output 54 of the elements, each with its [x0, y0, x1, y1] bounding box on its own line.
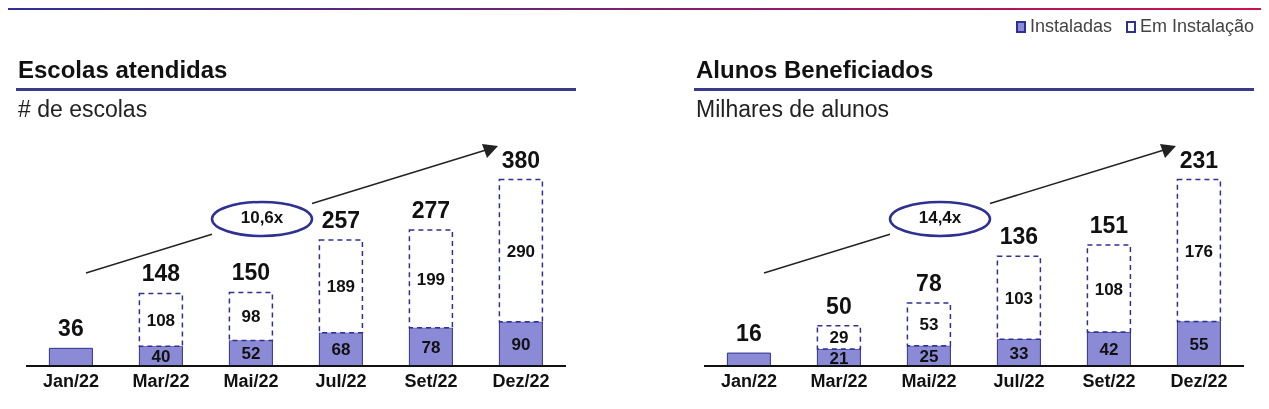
data-label: 98	[241, 307, 261, 327]
x-tick-label: Dez/22	[1170, 370, 1228, 391]
x-tick-label: Mai/22	[223, 370, 279, 391]
legend-label: Instaladas	[1029, 16, 1112, 37]
total-label: 257	[321, 206, 361, 233]
x-tick-label: Mai/22	[901, 370, 957, 391]
data-label: 21	[829, 348, 849, 368]
data-label: 68	[331, 340, 351, 360]
total-label: 231	[1179, 146, 1219, 173]
data-label: 103	[1004, 288, 1034, 308]
data-label: 29	[829, 328, 849, 348]
legend-label: Em Instalação	[1139, 16, 1254, 37]
total-label: 78	[916, 270, 942, 297]
x-tick-label: Jul/22	[993, 370, 1045, 391]
bar	[48, 347, 93, 366]
total-label: 151	[1089, 211, 1129, 238]
chart-title: Alunos Beneficiados	[696, 56, 934, 84]
x-tick-label: Mar/22	[810, 370, 868, 391]
x-tick-label: Dez/22	[492, 370, 550, 391]
data-label: 33	[1009, 343, 1029, 363]
chart-subtitle: Milhares de alunos	[696, 96, 890, 123]
total-label: 50	[826, 292, 852, 319]
x-tick-label: Set/22	[404, 370, 458, 391]
total-label: 136	[999, 223, 1039, 250]
data-label: 290	[506, 241, 536, 261]
data-label: 52	[241, 344, 261, 364]
data-label: 199	[416, 269, 446, 289]
x-tick-label: Mar/22	[132, 370, 190, 391]
data-label: 189	[326, 277, 356, 297]
data-label: 53	[919, 315, 939, 335]
x-tick-label: Set/22	[1082, 370, 1136, 391]
total-label: 36	[58, 315, 84, 342]
data-label: 42	[1099, 340, 1119, 360]
data-label: 176	[1184, 241, 1214, 261]
data-label: 108	[146, 310, 176, 330]
data-label: 78	[421, 337, 441, 357]
annotation: 10,6x	[239, 208, 285, 228]
data-label: 90	[511, 334, 531, 354]
total-label: 148	[141, 260, 181, 287]
total-label: 277	[411, 197, 451, 224]
chart-title: Escolas atendidas	[18, 56, 228, 84]
data-label: 40	[151, 347, 171, 367]
data-label: 25	[919, 346, 939, 366]
annotation: 14,4x	[917, 208, 963, 228]
chart-subtitle: # de escolas	[18, 96, 148, 123]
bar	[726, 352, 771, 366]
x-tick-label: Jan/22	[42, 370, 100, 391]
total-label: 150	[231, 259, 271, 286]
data-label: 55	[1189, 334, 1209, 354]
total-label: 380	[501, 146, 541, 173]
total-label: 16	[736, 320, 762, 347]
x-tick-label: Jul/22	[315, 370, 367, 391]
x-tick-label: Jan/22	[720, 370, 778, 391]
data-label: 108	[1094, 279, 1124, 299]
